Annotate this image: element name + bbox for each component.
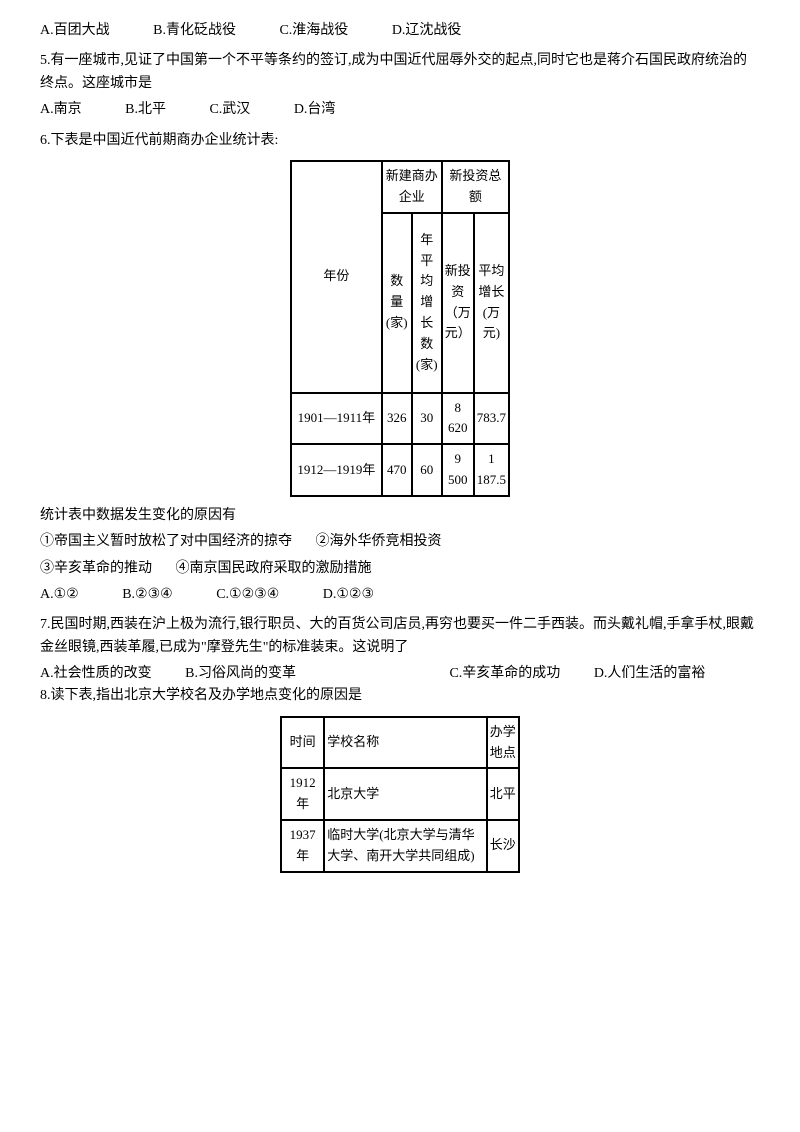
q4-option-a: A.百团大战 xyxy=(40,20,110,42)
q8-text: 8.读下表,指出北京大学校名及办学地点变化的原因是 xyxy=(40,685,760,707)
th-group1: 新建商办企业 xyxy=(382,161,442,213)
cell-time: 1937年 xyxy=(281,820,324,872)
q7-option-c: C.辛亥革命的成功 xyxy=(449,663,560,685)
q6-option-b: B.②③④ xyxy=(122,584,173,606)
cell-avg2: 1 187.5 xyxy=(474,444,509,496)
cell-invest: 9 500 xyxy=(442,444,474,496)
cell-avg: 30 xyxy=(412,393,442,445)
q7-option-b: B.习俗风尚的变革 xyxy=(185,663,296,685)
th-avg: 年平均增长数(家) xyxy=(412,213,442,393)
q8-table: 时间 学校名称 办学地点 1912年 北京大学 北平 1937年 临时大学(北京… xyxy=(280,716,520,873)
cell-name: 临时大学(北京大学与清华大学、南开大学共同组成) xyxy=(324,820,486,872)
cell-year: 1901—1911年 xyxy=(291,393,382,445)
q6-circles-line2: ③辛亥革命的推动 ④南京国民政府采取的激励措施 xyxy=(40,558,760,580)
q6-circle-1: ①帝国主义暂时放松了对中国经济的掠夺 xyxy=(40,531,292,553)
table-row: 年份 新建商办企业 新投资总额 xyxy=(291,161,509,213)
cell-avg: 60 xyxy=(412,444,442,496)
q7-option-d: D.人们生活的富裕 xyxy=(594,663,706,685)
cell-count: 470 xyxy=(382,444,412,496)
q5-options: A.南京 B.北平 C.武汉 D.台湾 xyxy=(40,99,760,121)
table-row: 1912—1919年 470 60 9 500 1 187.5 xyxy=(291,444,509,496)
q6-table: 年份 新建商办企业 新投资总额 数量(家) 年平均增长数(家) 新投资（万元） … xyxy=(290,160,510,497)
table-row: 1901—1911年 326 30 8 620 783.7 xyxy=(291,393,509,445)
cell-loc: 长沙 xyxy=(487,820,519,872)
q6-intro: 6.下表是中国近代前期商办企业统计表: xyxy=(40,130,760,152)
th-invest: 新投资（万元） xyxy=(442,213,474,393)
q4-option-d: D.辽沈战役 xyxy=(392,20,462,42)
cell-count: 326 xyxy=(382,393,412,445)
q5-option-d: D.台湾 xyxy=(294,99,336,121)
cell-loc: 北平 xyxy=(487,768,519,820)
th-loc: 办学地点 xyxy=(487,717,519,769)
q5-text: 5.有一座城市,见证了中国第一个不平等条约的签订,成为中国近代屈辱外交的起点,同… xyxy=(40,50,760,95)
q7-text: 7.民国时期,西装在沪上极为流行,银行职员、大的百货公司店员,再穷也要买一件二手… xyxy=(40,614,760,659)
q6-circle-2: ②海外华侨竞相投资 xyxy=(316,531,442,553)
th-avg2: 平均增长(万元) xyxy=(474,213,509,393)
table-row: 1912年 北京大学 北平 xyxy=(281,768,519,820)
cell-invest: 8 620 xyxy=(442,393,474,445)
cell-time: 1912年 xyxy=(281,768,324,820)
th-group2: 新投资总额 xyxy=(442,161,509,213)
q6-circles-line1: ①帝国主义暂时放松了对中国经济的掠夺 ②海外华侨竞相投资 xyxy=(40,531,760,553)
table-row: 1937年 临时大学(北京大学与清华大学、南开大学共同组成) 长沙 xyxy=(281,820,519,872)
q5-option-c: C.武汉 xyxy=(209,99,250,121)
q5-option-b: B.北平 xyxy=(125,99,166,121)
q6-options: A.①② B.②③④ C.①②③④ D.①②③ xyxy=(40,584,760,606)
q7-options: A.社会性质的改变 B.习俗风尚的变革 C.辛亥革命的成功 D.人们生活的富裕 xyxy=(40,663,760,685)
q6-option-d: D.①②③ xyxy=(323,584,374,606)
q6-circle-3: ③辛亥革命的推动 xyxy=(40,558,152,580)
q4-option-b: B.青化砭战役 xyxy=(153,20,236,42)
q6-circle-4: ④南京国民政府采取的激励措施 xyxy=(176,558,372,580)
th-name: 学校名称 xyxy=(324,717,486,769)
th-year: 年份 xyxy=(291,161,382,393)
th-count: 数量(家) xyxy=(382,213,412,393)
q4-option-c: C.淮海战役 xyxy=(279,20,348,42)
q6-option-a: A.①② xyxy=(40,584,79,606)
th-time: 时间 xyxy=(281,717,324,769)
cell-avg2: 783.7 xyxy=(474,393,509,445)
q6-option-c: C.①②③④ xyxy=(216,584,279,606)
table-row: 时间 学校名称 办学地点 xyxy=(281,717,519,769)
q4-options: A.百团大战 B.青化砭战役 C.淮海战役 D.辽沈战役 xyxy=(40,20,760,42)
cell-year: 1912—1919年 xyxy=(291,444,382,496)
cell-name: 北京大学 xyxy=(324,768,486,820)
q6-analysis: 统计表中数据发生变化的原因有 xyxy=(40,505,760,527)
q5-option-a: A.南京 xyxy=(40,99,82,121)
q7-option-a: A.社会性质的改变 xyxy=(40,663,152,685)
